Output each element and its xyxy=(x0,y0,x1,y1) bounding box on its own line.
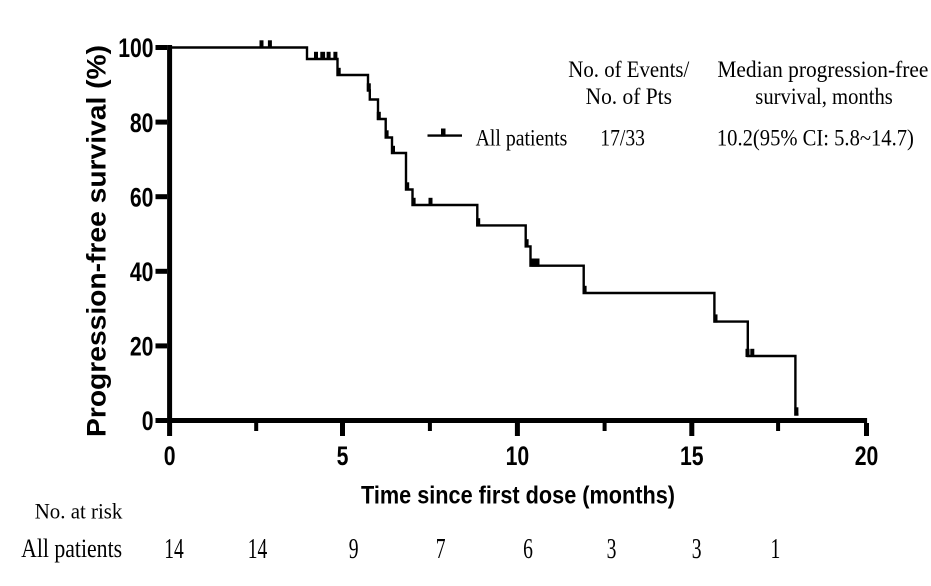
svg-text:0: 0 xyxy=(142,406,154,436)
svg-text:3: 3 xyxy=(692,534,702,565)
svg-text:1: 1 xyxy=(771,534,781,565)
svg-text:No. of Pts: No. of Pts xyxy=(586,84,672,109)
svg-text:17/33: 17/33 xyxy=(600,125,645,150)
svg-text:14: 14 xyxy=(164,534,184,565)
svg-text:10.2(95% CI: 5.8~14.7): 10.2(95% CI: 5.8~14.7) xyxy=(717,125,914,150)
svg-text:0: 0 xyxy=(164,441,176,471)
svg-text:100: 100 xyxy=(118,33,153,63)
svg-text:10: 10 xyxy=(506,441,530,471)
svg-text:3: 3 xyxy=(607,534,617,565)
svg-text:No. at risk: No. at risk xyxy=(35,499,123,524)
svg-text:40: 40 xyxy=(130,257,154,287)
svg-text:14: 14 xyxy=(248,534,268,565)
svg-text:survival, months: survival, months xyxy=(755,84,893,109)
svg-text:No. of Events/: No. of Events/ xyxy=(568,57,690,82)
svg-text:Median progression-free: Median progression-free xyxy=(717,57,928,82)
svg-text:All patients: All patients xyxy=(21,534,122,563)
svg-text:20: 20 xyxy=(130,332,154,362)
svg-text:6: 6 xyxy=(523,534,533,565)
svg-text:9: 9 xyxy=(349,534,359,565)
svg-text:20: 20 xyxy=(855,441,879,471)
svg-text:15: 15 xyxy=(680,441,704,471)
svg-text:Time since first dose (months): Time since first dose (months) xyxy=(361,482,675,510)
svg-text:5: 5 xyxy=(337,441,349,471)
svg-text:All patients: All patients xyxy=(476,125,568,150)
svg-text:60: 60 xyxy=(130,182,154,212)
svg-text:Progression-free survival (%): Progression-free survival (%) xyxy=(82,45,112,437)
svg-text:80: 80 xyxy=(130,108,154,138)
svg-text:7: 7 xyxy=(436,534,446,565)
